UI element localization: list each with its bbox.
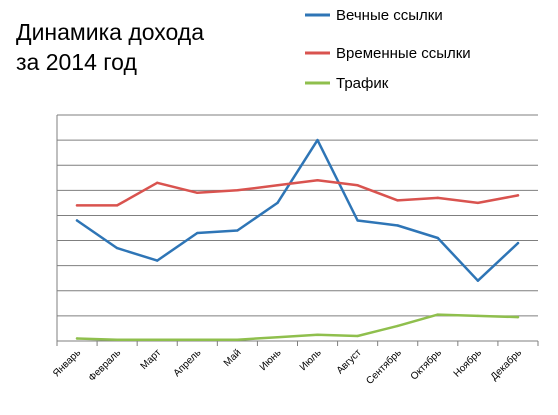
legend: Вечные ссылки Временные ссылки Трафик: [305, 7, 471, 92]
data-point-temporary-links: [516, 194, 520, 197]
data-point-temporary-links: [356, 184, 359, 187]
data-point-temporary-links: [115, 204, 119, 207]
data-point-traffic: [516, 315, 520, 319]
data-point-eternal-links: [115, 246, 119, 250]
data-point-temporary-links: [276, 184, 279, 187]
data-point-traffic: [196, 338, 199, 341]
legend-label-temporary-links: Временные ссылки: [336, 45, 471, 62]
x-axis-tick-labels: Январь Февраль Март Апрель Май Июнь Июль Август…: [51, 347, 524, 387]
chart-title-line-1: Динамика дохода: [16, 19, 204, 45]
data-point-temporary-links: [396, 199, 399, 202]
data-point-traffic: [356, 334, 359, 338]
grid: [56, 114, 539, 346]
data-point-eternal-links: [316, 138, 319, 142]
x-tick-label: Июль: [298, 347, 324, 373]
x-tick-label: Август: [335, 347, 364, 376]
x-tick-label: Май: [222, 347, 244, 369]
data-point-eternal-links: [276, 201, 279, 205]
chart-title-line-2: за 2014 год: [16, 49, 137, 75]
data-point-eternal-links: [516, 241, 520, 245]
x-tick-label: Ноябрь: [451, 347, 484, 380]
series-line-traffic: [75, 313, 520, 341]
legend-label-traffic: Трафик: [336, 75, 389, 92]
data-point-eternal-links: [196, 231, 199, 235]
data-point-traffic: [236, 338, 239, 341]
x-tick-label: Апрель: [172, 347, 204, 379]
data-point-eternal-links: [236, 229, 239, 232]
data-point-temporary-links: [476, 201, 480, 205]
data-point-traffic: [476, 314, 480, 318]
data-point-temporary-links: [75, 204, 79, 207]
data-point-temporary-links: [436, 196, 439, 200]
x-tick-label: Март: [139, 347, 164, 372]
x-tick-label: Июнь: [258, 347, 284, 373]
data-point-traffic: [316, 333, 319, 336]
data-point-traffic: [436, 313, 439, 316]
data-point-eternal-links: [436, 236, 439, 240]
x-tick-label: Январь: [51, 347, 83, 379]
data-point-eternal-links: [356, 219, 359, 222]
data-point-temporary-links: [316, 179, 319, 182]
data-point-traffic: [75, 337, 79, 340]
legend-label-eternal-links: Вечные ссылки: [336, 7, 443, 24]
data-point-eternal-links: [75, 219, 79, 222]
data-point-eternal-links: [396, 224, 399, 227]
data-point-temporary-links: [196, 191, 199, 195]
data-point-temporary-links: [236, 189, 239, 192]
series-layer: [75, 138, 520, 341]
x-tick-label: Февраль: [87, 347, 124, 384]
series-line-eternal-links: [75, 138, 520, 282]
data-point-traffic: [115, 338, 119, 341]
data-point-eternal-links: [156, 259, 159, 262]
series-line-temporary-links: [75, 179, 520, 207]
data-point-traffic: [156, 338, 159, 341]
data-point-traffic: [276, 336, 279, 339]
data-point-eternal-links: [476, 279, 480, 282]
x-tick-label: Декабрь: [488, 347, 524, 383]
x-tick-label: Сентябрь: [364, 347, 404, 387]
data-point-temporary-links: [156, 181, 159, 184]
x-tick-label: Октябрь: [408, 347, 444, 383]
data-point-traffic: [396, 324, 399, 328]
